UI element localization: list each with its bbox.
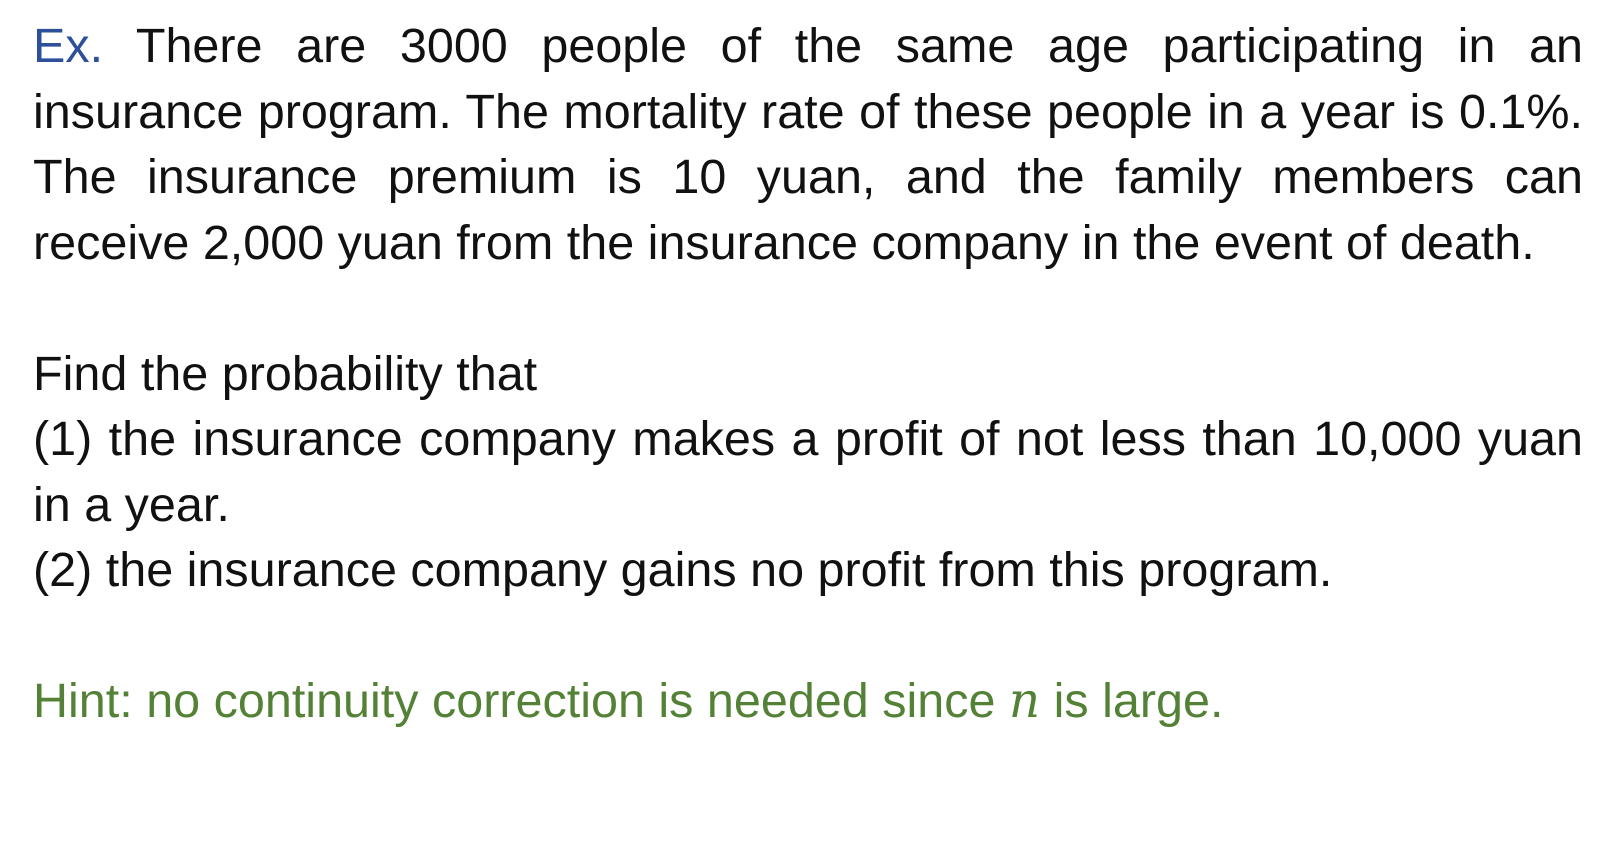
problem-text: There are 3000 people of the same age pa…: [33, 19, 1583, 270]
question-intro-text: Find the probability that: [33, 346, 538, 401]
question-part-2-text: (2) the insurance company gains no profi…: [33, 543, 1333, 597]
paragraph-spacer: [33, 276, 1583, 342]
problem-statement: Ex. There are 3000 people of the same ag…: [33, 14, 1583, 276]
hint-after: is large.: [1040, 674, 1224, 728]
hint-line: Hint: no continuity correction is needed…: [33, 669, 1583, 735]
question-part-1: (1) the insurance company makes a profit…: [33, 407, 1583, 538]
question-intro: Find the probability that: [33, 342, 1583, 408]
example-label: Ex.: [33, 19, 104, 73]
slide-content: Ex. There are 3000 people of the same ag…: [33, 14, 1583, 735]
question-part-2: (2) the insurance company gains no profi…: [33, 538, 1583, 604]
paragraph-spacer: [33, 604, 1583, 670]
hint-variable-n: n: [1008, 673, 1041, 729]
hint-before: Hint: no continuity correction is needed…: [33, 674, 1009, 728]
question-part-1-text: (1) the insurance company makes a profit…: [33, 412, 1583, 532]
